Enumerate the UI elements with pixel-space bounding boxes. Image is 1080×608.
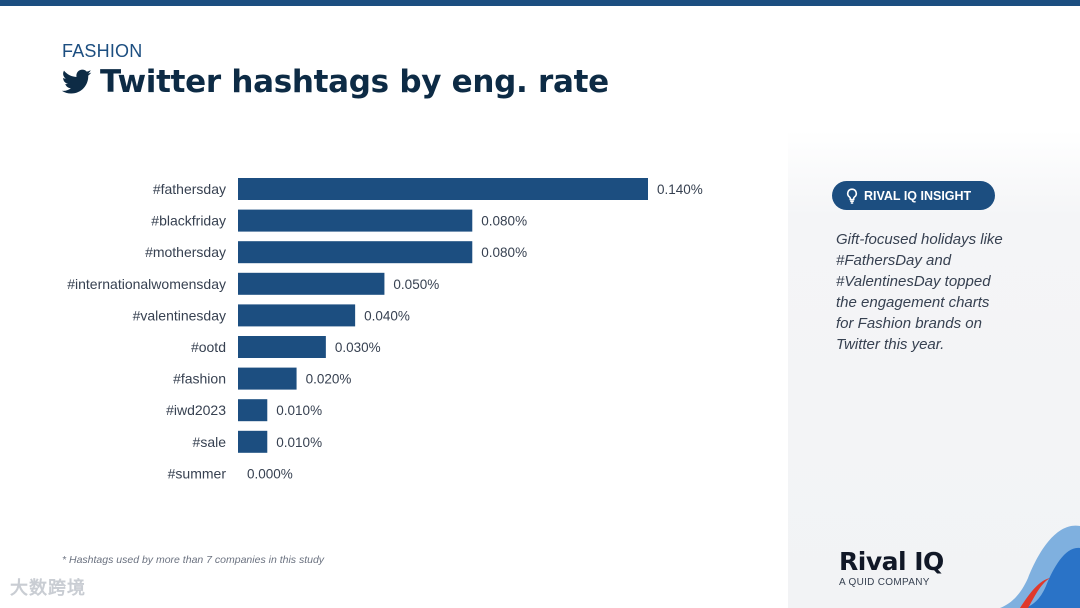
page-title: Twitter hashtags by eng. rate bbox=[100, 64, 609, 100]
bar-7 bbox=[238, 399, 268, 422]
value-label-7: 0.010% bbox=[276, 403, 322, 418]
category-label-2: #mothersday bbox=[145, 244, 226, 260]
insight-panel: RIVAL IQ INSIGHT Gift-focused holidays l… bbox=[788, 130, 1080, 608]
footnote: * Hashtags used by more than 7 companies… bbox=[62, 554, 325, 566]
category-label-7: #iwd2023 bbox=[166, 402, 226, 418]
category-label-0: #fathersday bbox=[153, 181, 226, 197]
bar-0 bbox=[238, 178, 648, 200]
bar-1 bbox=[238, 209, 473, 232]
title-row: Twitter hashtags by eng. rate bbox=[62, 64, 609, 100]
bar-3 bbox=[238, 272, 385, 295]
bar-4 bbox=[238, 304, 356, 327]
bar-chart: #fathersday 0.140% #blackfriday 0.080% #moth… bbox=[0, 165, 780, 495]
bar-5 bbox=[238, 336, 326, 358]
value-label-2: 0.080% bbox=[481, 245, 527, 260]
bar-2 bbox=[238, 241, 473, 264]
watermark: 大数跨境 bbox=[10, 578, 86, 598]
category-label-1: #blackfriday bbox=[151, 213, 226, 229]
category-label-5: #ootd bbox=[191, 339, 226, 355]
category-label-6: #fashion bbox=[173, 371, 226, 387]
category-label-8: #sale bbox=[193, 434, 227, 450]
twitter-bird-icon bbox=[62, 69, 92, 94]
bar-8 bbox=[238, 430, 268, 453]
bar-6 bbox=[238, 367, 297, 390]
top-accent-bar bbox=[0, 0, 1080, 6]
category-label: FASHION bbox=[62, 41, 143, 61]
value-label-1: 0.080% bbox=[481, 214, 527, 229]
category-label-9: #summer bbox=[168, 465, 227, 481]
value-label-6: 0.020% bbox=[306, 372, 352, 387]
category-label-3: #internationalwomensday bbox=[67, 276, 226, 292]
value-label-5: 0.030% bbox=[335, 340, 381, 355]
value-label-0: 0.140% bbox=[657, 182, 703, 197]
value-label-9: 0.000% bbox=[247, 466, 293, 481]
value-label-4: 0.040% bbox=[364, 308, 410, 323]
insight-badge-label: RIVAL IQ INSIGHT bbox=[864, 188, 972, 203]
value-label-3: 0.050% bbox=[393, 277, 439, 292]
brand-name: Rival IQ bbox=[839, 547, 944, 576]
insight-badge: RIVAL IQ INSIGHT bbox=[832, 181, 995, 210]
brand-logo: Rival IQ A QUID COMPANY bbox=[839, 547, 944, 589]
bar-chart-svg: #fathersday 0.140% #blackfriday 0.080% #moth… bbox=[67, 178, 703, 481]
brand-tagline: A QUID COMPANY bbox=[839, 577, 930, 588]
insight-text: Gift-focused holidays like #FathersDay a… bbox=[836, 231, 1003, 353]
lightbulb-icon bbox=[846, 187, 858, 204]
category-label-4: #valentinesday bbox=[133, 307, 226, 323]
decorative-wave bbox=[1000, 525, 1080, 608]
value-label-8: 0.010% bbox=[276, 435, 322, 450]
